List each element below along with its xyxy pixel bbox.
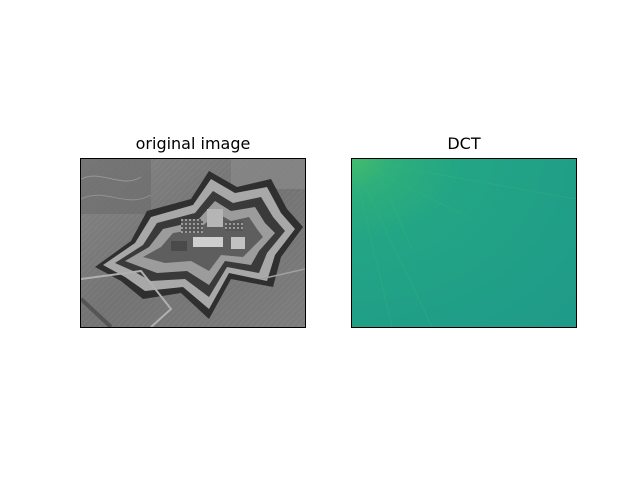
dct-image — [352, 159, 576, 327]
dct-axes — [351, 158, 577, 328]
original-image — [81, 159, 305, 327]
original-image-axes — [80, 158, 306, 328]
original-image-title: original image — [135, 134, 251, 153]
dct-title: DCT — [447, 134, 481, 153]
